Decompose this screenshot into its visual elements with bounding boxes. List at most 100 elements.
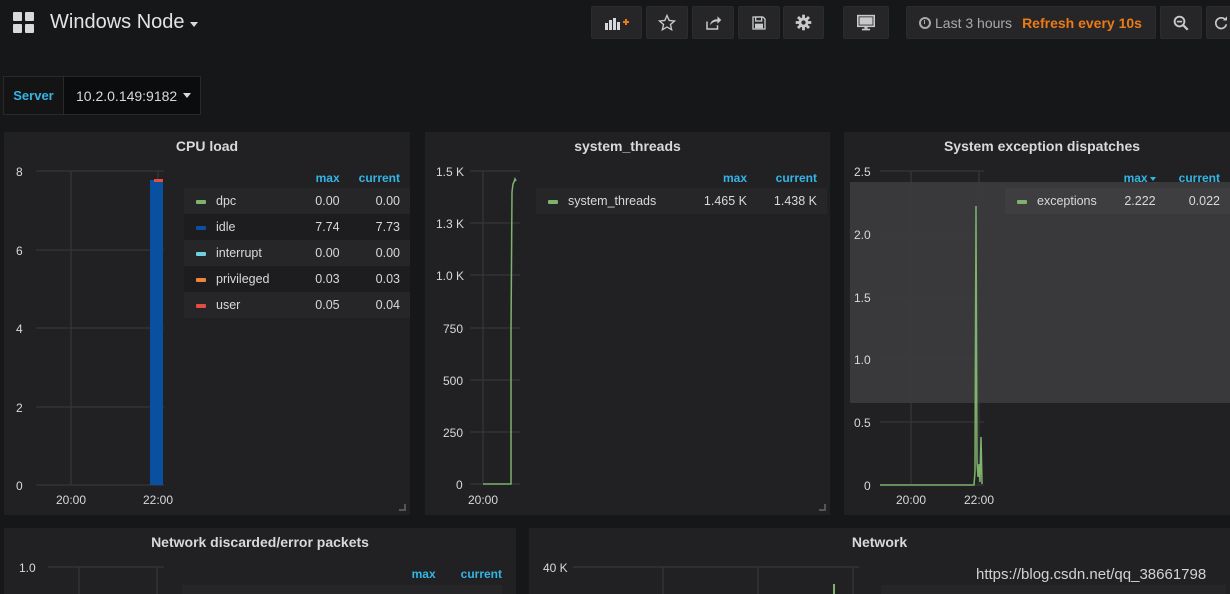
cpu-load-graph[interactable]: 8 6 4 2 0 20:00 22:00: [4, 132, 410, 515]
series-name[interactable]: dpc: [216, 194, 237, 208]
view-mode-button[interactable]: [843, 6, 889, 39]
panel-title[interactable]: CPU load: [175, 138, 239, 154]
share-button[interactable]: [692, 6, 734, 39]
panel-title[interactable]: Network: [851, 534, 908, 550]
y-tick-label: 6: [16, 244, 23, 258]
hover-highlight: [850, 182, 1230, 403]
legend: max current exceptions 2.222 0.022: [1005, 168, 1230, 214]
series-swatch[interactable]: [548, 199, 558, 204]
time-range-button[interactable]: Last 3 hours: [919, 15, 1012, 31]
series-exceptions-line: [880, 205, 983, 486]
chevron-down-icon[interactable]: [190, 22, 198, 27]
grid-lines: [573, 566, 859, 594]
panel-title[interactable]: Network discarded/error packets: [151, 534, 369, 550]
series-swatch[interactable]: [1017, 199, 1027, 204]
grid-menu-icon[interactable]: [13, 12, 35, 34]
series-swatch[interactable]: [196, 303, 206, 308]
y-tick-label: 1.0: [854, 353, 871, 367]
x-tick-label: 20:00: [56, 493, 86, 507]
exceptions-graph[interactable]: 2.5 2.0 1.5 1.0 0.5 0 20:00 22:00: [844, 132, 1230, 515]
y-tick-label: 1.0: [19, 561, 36, 575]
series-name[interactable]: idle: [216, 220, 236, 234]
legend-current-value: 0.04: [375, 298, 400, 312]
zoom-out-icon: [1173, 15, 1189, 31]
network-discarded-graph[interactable]: 1.0: [4, 528, 516, 594]
y-tick-label: 0.5: [854, 416, 871, 430]
legend-current-value: 1.438 K: [773, 194, 817, 208]
refresh-interval-label[interactable]: Refresh every 10s: [1022, 14, 1142, 31]
gear-icon: [795, 14, 812, 31]
zoom-out-button[interactable]: [1160, 6, 1202, 39]
system-threads-graph[interactable]: 1.5 K 1.3 K 1.0 K 750 500 250 0 20:00: [425, 132, 830, 515]
y-tick-label: 0: [456, 478, 463, 492]
server-variable-label: Server: [3, 76, 64, 115]
legend-header-current[interactable]: current: [1178, 171, 1220, 185]
legend-item[interactable]: idle 7.74 7.73: [184, 214, 410, 240]
legend-max-value: 0.00: [315, 194, 340, 208]
clock-icon: [919, 16, 931, 29]
panel-title[interactable]: system_threads: [574, 138, 681, 154]
panel-cpu-load[interactable]: CPU load 8 6 4 2 0 20:00 22:00 max curre…: [4, 132, 410, 515]
y-tick-label: 0: [16, 479, 23, 493]
legend-item[interactable]: privileged 0.03 0.03: [184, 266, 410, 292]
legend-item[interactable]: exceptions 2.222 0.022: [1005, 188, 1230, 214]
legend-item[interactable]: dpc 0.00 0.00: [184, 188, 410, 214]
add-panel-icon: [604, 17, 629, 30]
legend: max current: [402, 564, 512, 584]
legend-item[interactable]: system_threads 1.465 K 1.438 K: [536, 188, 827, 214]
series-swatch[interactable]: [196, 251, 206, 256]
legend-current-value: 7.73: [375, 220, 400, 234]
panel-resize-handle[interactable]: [399, 504, 406, 511]
legend-header-current[interactable]: current: [460, 567, 502, 581]
series-name[interactable]: user: [216, 298, 241, 312]
panel-exception-dispatches[interactable]: System exception dispatches 2.5 2.0 1.5 …: [844, 132, 1230, 515]
save-button[interactable]: [738, 6, 780, 39]
legend-header-max[interactable]: max: [1103, 168, 1156, 188]
panel-system-threads[interactable]: system_threads 1.5 K 1.3 K 1.0 K 750 500…: [425, 132, 830, 515]
dashboard-title[interactable]: Windows Node: [50, 11, 185, 33]
save-icon: [752, 15, 766, 30]
y-tick-label: 250: [443, 426, 463, 440]
legend-header-max[interactable]: max: [315, 171, 340, 185]
legend-item[interactable]: user 0.05 0.04: [184, 292, 410, 318]
panel-title[interactable]: System exception dispatches: [943, 138, 1141, 154]
legend-header-current[interactable]: current: [775, 171, 817, 185]
legend-item[interactable]: [881, 585, 1226, 594]
series-swatch[interactable]: [196, 277, 206, 282]
star-button[interactable]: [646, 6, 688, 39]
legend-item[interactable]: interrupt 0.00 0.00: [184, 240, 410, 266]
series-system-threads-line: [483, 177, 517, 485]
y-tick-label: 1.0 K: [436, 269, 464, 283]
y-tick-label: 4: [16, 322, 23, 336]
series-swatch[interactable]: [196, 199, 206, 204]
y-tick-label: 750: [443, 322, 463, 336]
network-graph[interactable]: 40 K: [529, 528, 1230, 594]
server-variable-select[interactable]: 10.2.0.149:9182: [64, 76, 201, 115]
panel-network-discarded[interactable]: Network discarded/error packets 1.0 max …: [4, 528, 516, 594]
series-name[interactable]: interrupt: [216, 246, 262, 260]
top-navbar: Windows Node: [0, 0, 1230, 46]
sort-desc-icon: [1149, 176, 1156, 181]
legend-item[interactable]: [182, 585, 502, 594]
series-name[interactable]: privileged: [216, 272, 270, 286]
y-tick-label: 2.0: [854, 228, 871, 242]
y-tick-label: 1.3 K: [436, 217, 464, 231]
panel-resize-handle[interactable]: [819, 504, 826, 511]
star-icon: [658, 13, 676, 31]
add-panel-button[interactable]: [591, 6, 642, 39]
series-name[interactable]: system_threads: [568, 194, 657, 208]
y-tick-label: 1.5: [854, 291, 871, 305]
time-picker[interactable]: Last 3 hours Refresh every 10s: [906, 6, 1156, 39]
y-tick-label: 2: [16, 401, 23, 415]
legend-max-value: 0.03: [315, 272, 340, 286]
legend-header-current[interactable]: current: [358, 171, 400, 185]
monitor-icon: [857, 14, 875, 30]
series-name[interactable]: exceptions: [1037, 194, 1097, 208]
settings-button[interactable]: [783, 6, 824, 39]
panel-network[interactable]: Network 40 K: [529, 528, 1230, 594]
refresh-button[interactable]: [1206, 6, 1230, 39]
legend-header-max[interactable]: max: [722, 171, 747, 185]
series-idle-area: [150, 180, 163, 485]
series-swatch[interactable]: [196, 225, 206, 230]
legend-header-max[interactable]: max: [411, 567, 436, 581]
